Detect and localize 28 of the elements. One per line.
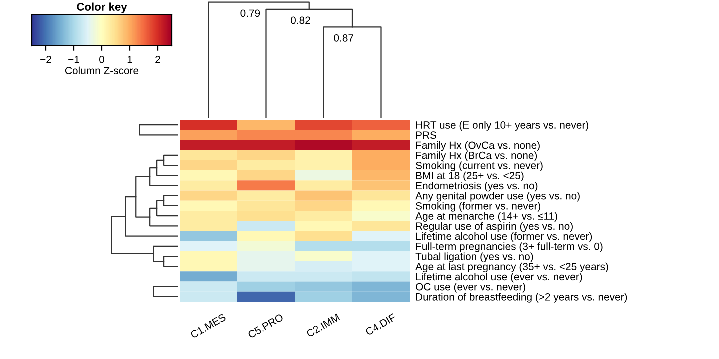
text: 0.79 xyxy=(240,10,260,18)
y-tick-label: Age at menarche (14+ vs. ≤11) xyxy=(416,212,558,222)
color-bar-label: 2 xyxy=(156,56,160,64)
color-bar-label: 0 xyxy=(100,56,104,64)
y-tick-label: Endometriosis (yes vs. no) xyxy=(416,182,538,192)
text: 0.87 xyxy=(334,34,354,42)
color-bar-title: Column Z-score xyxy=(65,66,139,74)
y-tick-label: Family Hx (BrCa vs. none) xyxy=(416,152,538,162)
y-tick-label: BMI at 18 (25+ vs. <25) xyxy=(416,172,524,182)
y-tick-label: Any genital powder use (yes vs. no) xyxy=(416,192,580,202)
y-tick-label: Regular use of aspirin (yes vs. no) xyxy=(416,222,573,232)
color-bar-label: −2 xyxy=(40,56,52,64)
color-bar-label: 1 xyxy=(128,56,132,64)
text: 0.82 xyxy=(291,16,310,24)
y-tick-label: Age at last pregnancy (35+ vs. <25 years) xyxy=(416,262,608,273)
y-tick-label: HRT use (E only 10+ years vs. never) xyxy=(416,121,589,131)
y-tick-label: Family Hx (OvCa vs. none) xyxy=(416,142,540,152)
y-tick-label: OC use (ever vs. never) xyxy=(416,283,526,293)
y-tick-label: Duration of breastfeeding (>2 years vs. never) xyxy=(416,293,628,303)
y-tick-label: PRS xyxy=(416,132,436,140)
y-tick-label: Lifetime alcohol use (former vs. never) xyxy=(416,232,592,242)
y-tick-label: Smoking (current vs. never) xyxy=(416,162,543,172)
y-tick-label: Lifetime alcohol use (ever vs. never) xyxy=(416,272,582,283)
color-bar-label: −1 xyxy=(68,56,80,64)
y-tick-label: Smoking (former vs. never) xyxy=(416,202,541,212)
y-tick-label: Full-term pregnancies (3+ full-term vs. 0) xyxy=(416,242,603,252)
y-tick-label: Tubal ligation (yes vs. no) xyxy=(416,252,534,262)
legend-title: Color key xyxy=(77,2,128,14)
